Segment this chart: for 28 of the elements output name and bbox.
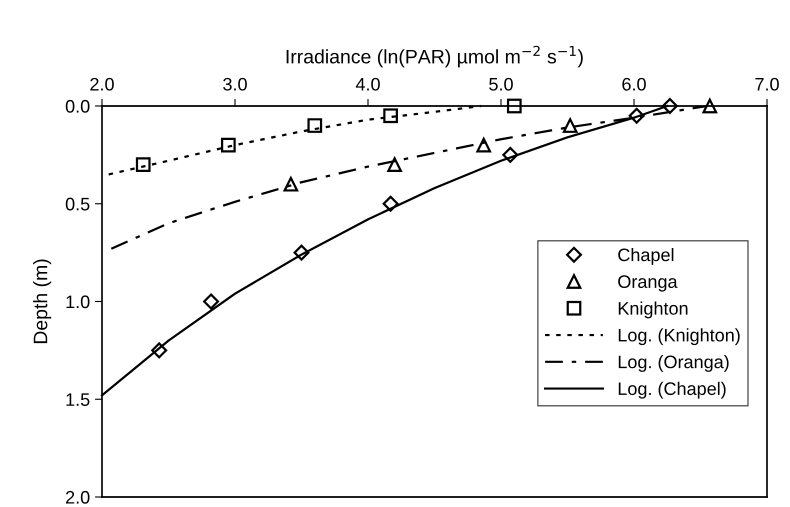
y-tick-label: 0.0 [66, 100, 90, 113]
legend-label: Log. (Oranga) [618, 355, 729, 372]
x-axis-title: Irradiance (ln(PAR) µmol m$^{−2}$ s$^{−1}$) [286, 46, 583, 68]
point [203, 294, 220, 310]
x-tick-label: 3.0 [223, 78, 247, 91]
legend-label: Oranga [618, 275, 678, 292]
x-tick-label: 7.0 [755, 78, 779, 91]
point [136, 157, 151, 172]
point [220, 138, 236, 152]
point [387, 157, 402, 172]
x-tick-label: 4.0 [356, 78, 380, 91]
legend-label: Knighton [618, 302, 688, 318]
y-tick-label: 1.5 [66, 393, 90, 406]
legend-label: Log. (Knighton) [618, 328, 740, 346]
y-tick-label: 0.5 [66, 198, 90, 210]
y-tick-label: 1.0 [66, 295, 90, 308]
point [307, 118, 322, 133]
point [562, 118, 578, 133]
y-tick-label: 2.0 [66, 490, 90, 504]
x-tick-label: 2.0 [90, 78, 114, 91]
legend-label: Log. (Chapel) [618, 382, 726, 399]
x-tick-label: 5.0 [489, 78, 513, 91]
x-tick-label: 6.0 [622, 78, 646, 91]
point [476, 138, 492, 152]
legend-label: Chapel [618, 248, 674, 265]
point [702, 98, 718, 114]
point [383, 108, 398, 124]
y-axis-title: Depth (m) [33, 259, 52, 344]
